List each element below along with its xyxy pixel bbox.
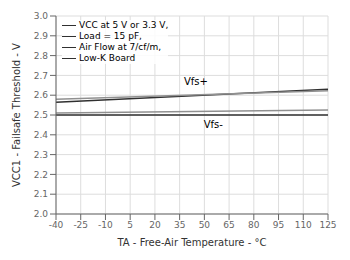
svg-text:35: 35 (174, 220, 185, 230)
html-text:Low-K Board: Low-K Board (79, 53, 136, 63)
html-text:Air Flow at 7/cf/m,: Air Flow at 7/cf/m, (79, 42, 162, 52)
svg-text:-25: -25 (73, 220, 88, 230)
svg-text:2.5: 2.5 (34, 110, 48, 120)
svg-text:50: 50 (199, 220, 211, 230)
html-text:VCC at 5 V or 3.3 V,: VCC at 5 V or 3.3 V, (79, 20, 169, 30)
svg-text:110: 110 (295, 220, 312, 230)
svg-text:2.6: 2.6 (34, 90, 49, 100)
svg-text:20: 20 (149, 220, 161, 230)
svg-text:Vfs-: Vfs- (204, 119, 224, 130)
svg-text:95: 95 (273, 220, 284, 230)
svg-text:65: 65 (223, 220, 234, 230)
svg-text:2.4: 2.4 (34, 130, 49, 140)
svg-text:2.3: 2.3 (34, 150, 48, 160)
svg-text:2.7: 2.7 (34, 71, 48, 81)
svg-text:2.8: 2.8 (34, 51, 49, 61)
svg-text:2.2: 2.2 (34, 170, 48, 180)
html-text:Load = 15 pF,: Load = 15 pF, (79, 31, 142, 41)
svg-text:2.9: 2.9 (34, 31, 49, 41)
svg-text:80: 80 (248, 220, 260, 230)
svg-text:VCC1 - Failsafe Threshold - V: VCC1 - Failsafe Threshold - V (11, 43, 22, 187)
svg-text:5: 5 (127, 220, 133, 230)
svg-text:2.1: 2.1 (34, 189, 48, 199)
svg-text:3.0: 3.0 (34, 11, 49, 21)
svg-text:Vfs+: Vfs+ (184, 76, 208, 87)
svg-text:125: 125 (319, 220, 336, 230)
svg-text:-40: -40 (49, 220, 64, 230)
svg-text:TA - Free-Air Temperature - °C: TA - Free-Air Temperature - °C (117, 237, 267, 248)
svg-text:-10: -10 (98, 220, 113, 230)
svg-text:2.0: 2.0 (34, 209, 49, 219)
